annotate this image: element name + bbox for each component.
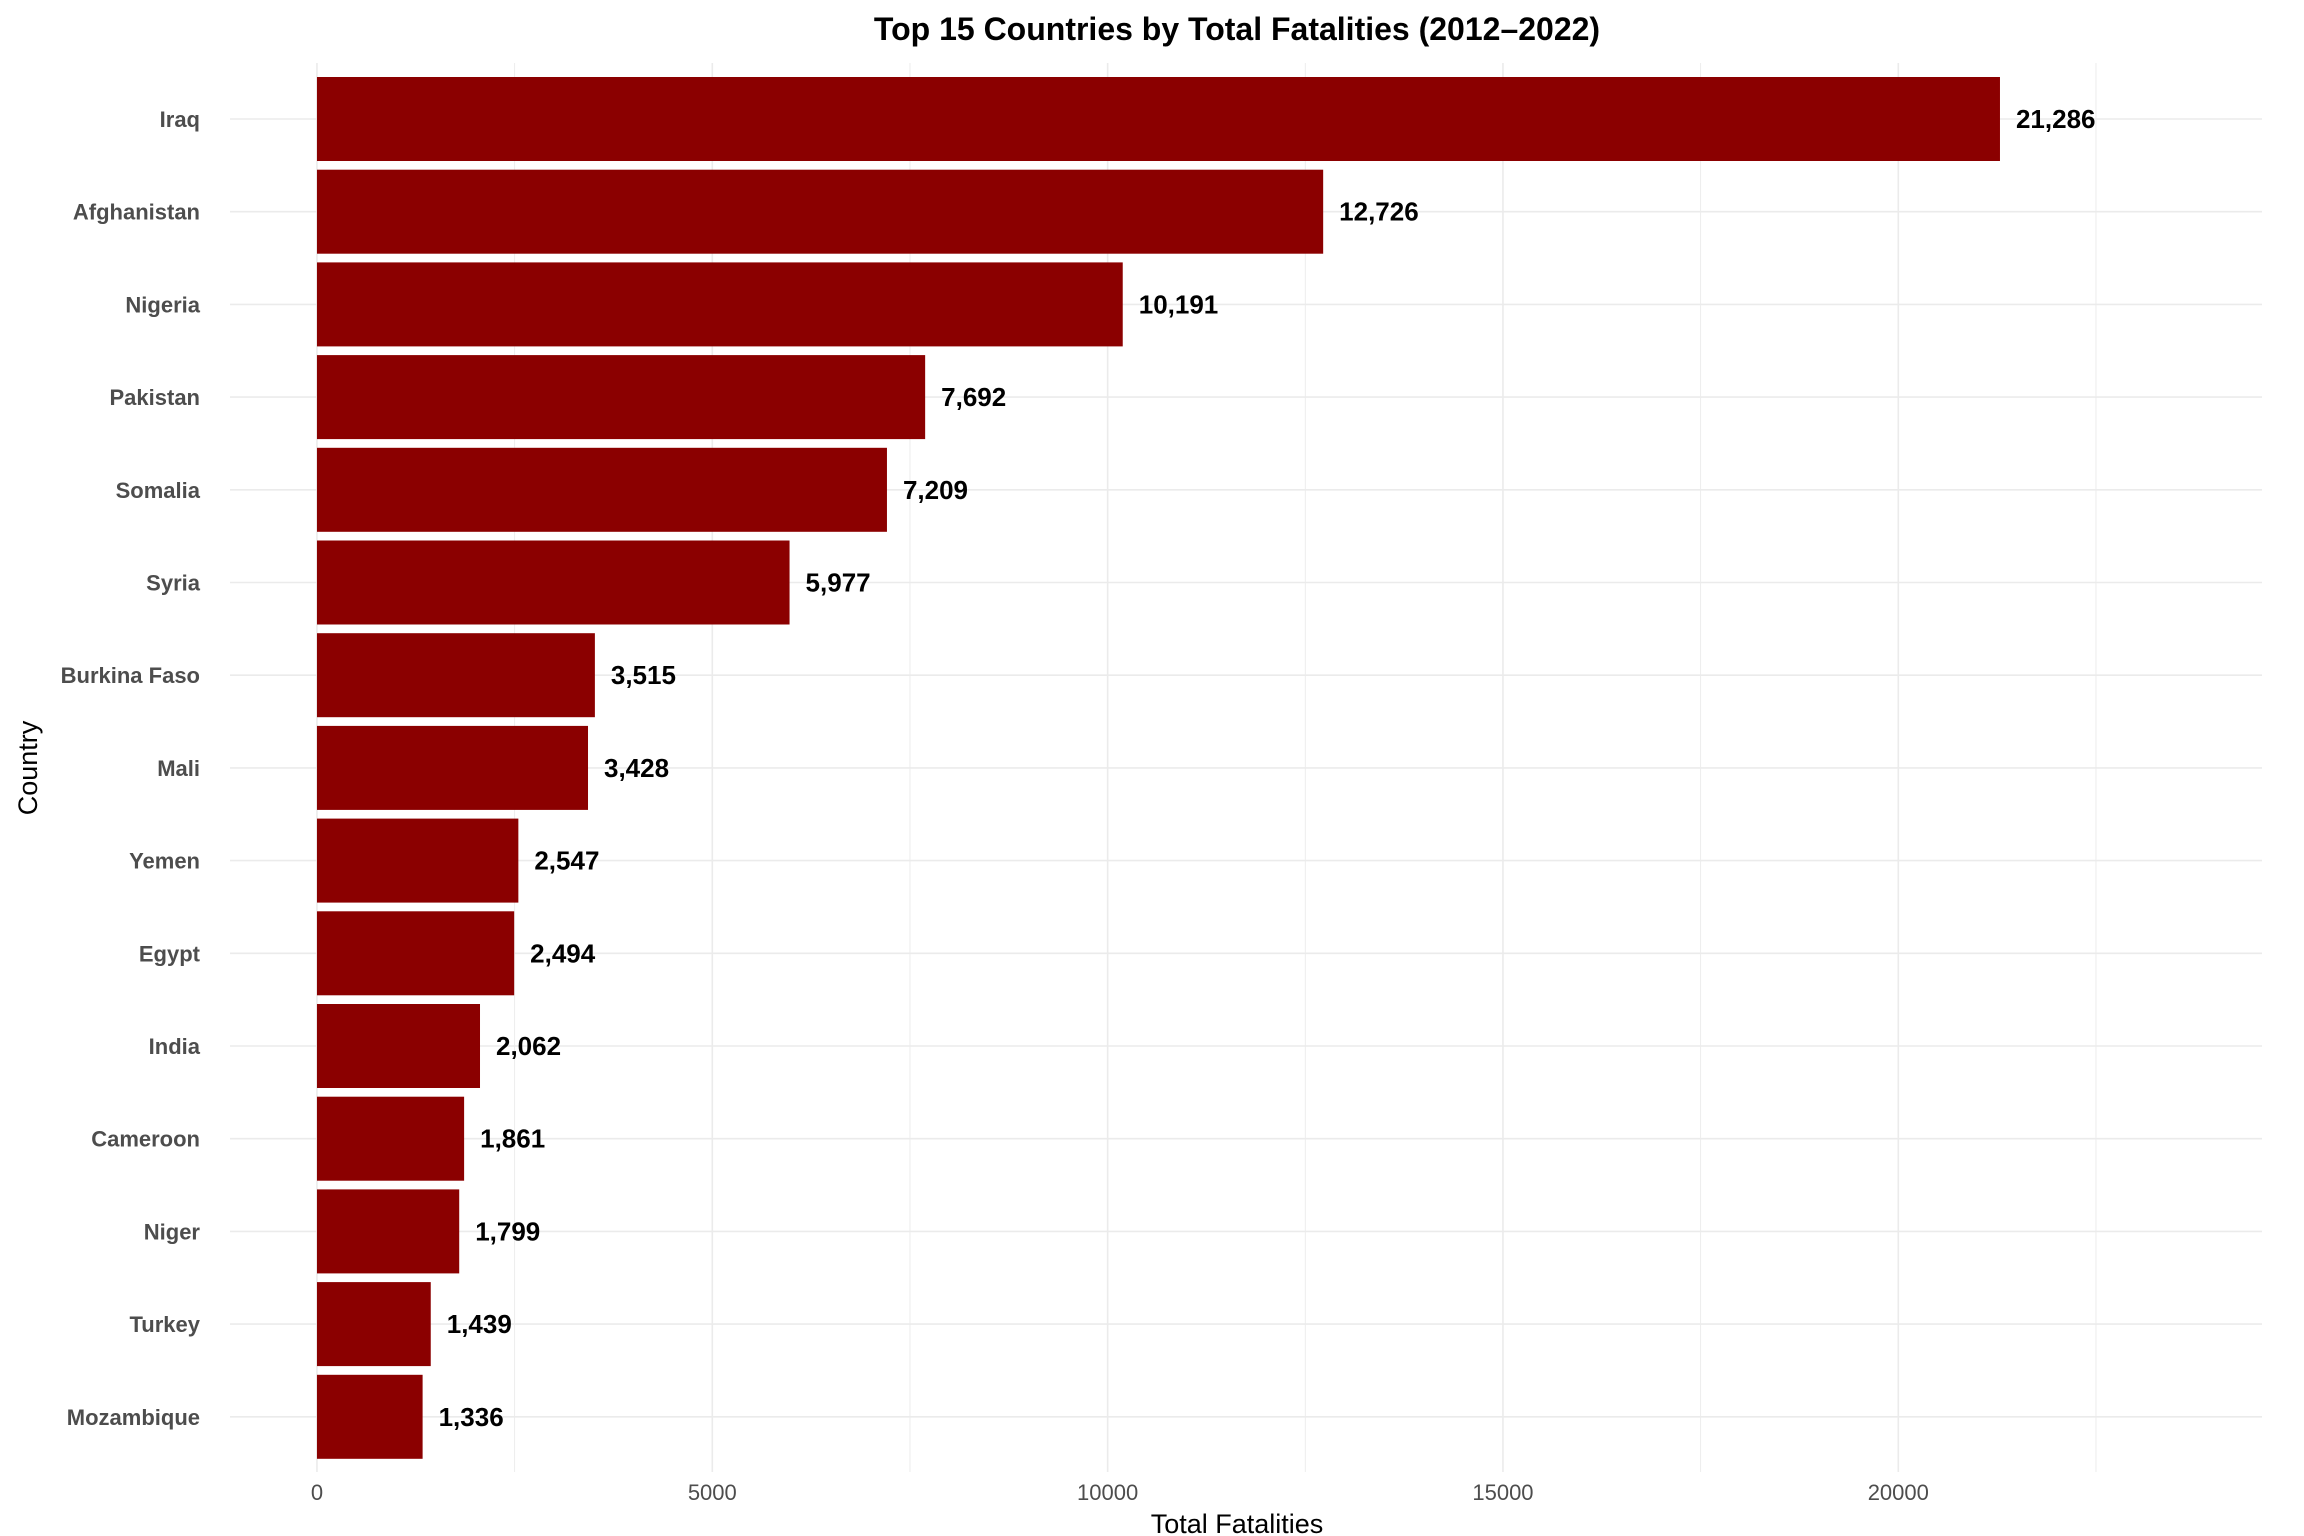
y-tick-label: Pakistan <box>110 385 201 410</box>
y-tick-label: Cameroon <box>91 1127 200 1152</box>
y-tick-label: Niger <box>144 1219 201 1244</box>
bar <box>316 1004 481 1088</box>
bar-value-label: 1,336 <box>439 1402 504 1432</box>
bar <box>316 447 887 532</box>
bars <box>316 77 2000 1459</box>
bar-value-label: 21,286 <box>2016 104 2096 134</box>
y-tick-label: Egypt <box>139 941 201 966</box>
y-tick-label: Iraq <box>160 107 200 132</box>
bar-value-label: 2,494 <box>530 938 596 968</box>
bar <box>316 725 589 810</box>
y-axis-tick-labels: Iraq Afghanistan Nigeria Pakistan Somalia Syr… <box>61 107 201 1430</box>
x-axis-title: Total Fatalities <box>1151 1509 1324 1536</box>
bar <box>316 633 595 718</box>
bar <box>316 1189 460 1274</box>
bar <box>316 355 926 440</box>
bar-value-label: 1,799 <box>475 1216 540 1246</box>
bar <box>316 77 2000 161</box>
bar <box>316 169 1324 254</box>
y-tick-label: Mali <box>157 756 200 781</box>
bar <box>316 540 790 625</box>
bar-value-label: 10,191 <box>1139 289 1219 319</box>
y-tick-label: Mozambique <box>67 1405 200 1430</box>
bar-value-label: 1,439 <box>447 1309 512 1339</box>
bar-value-label: 2,547 <box>534 846 599 876</box>
bar-value-label: 3,515 <box>611 660 676 690</box>
bar <box>316 1374 423 1459</box>
y-tick-label: Yemen <box>129 849 200 874</box>
bar <box>316 911 515 996</box>
y-tick-label: Nigeria <box>125 292 200 317</box>
bar-value-label: 7,209 <box>903 475 968 505</box>
x-tick-label: 15000 <box>1472 1480 1533 1505</box>
bar-value-label: 12,726 <box>1339 197 1419 227</box>
y-tick-label: India <box>149 1034 201 1059</box>
bar-value-label: 3,428 <box>604 753 669 783</box>
bar-value-label: 5,977 <box>806 568 871 598</box>
bar <box>316 1096 465 1181</box>
x-tick-label: 10000 <box>1077 1480 1138 1505</box>
y-tick-label: Turkey <box>129 1312 200 1337</box>
bar <box>316 262 1123 347</box>
bar-value-label: 2,062 <box>496 1031 561 1061</box>
bar <box>316 1282 431 1367</box>
y-tick-label: Somalia <box>116 478 201 503</box>
x-tick-label: 5000 <box>688 1480 737 1505</box>
y-tick-label: Burkina Faso <box>61 663 200 688</box>
y-tick-label: Syria <box>146 571 201 596</box>
x-tick-label: 0 <box>311 1480 323 1505</box>
x-tick-label: 20000 <box>1868 1480 1929 1505</box>
chart-title: Top 15 Countries by Total Fatalities (20… <box>874 11 1600 47</box>
bar-value-label: 7,692 <box>941 382 1006 412</box>
bar <box>316 818 519 903</box>
data-labels: 21,286 12,726 10,191 7,692 7,209 5,977 3,515 3,… <box>439 104 2096 1432</box>
y-axis-title: Country <box>13 720 43 815</box>
x-axis-tick-labels: 0 5000 10000 15000 20000 <box>311 1480 1929 1505</box>
y-tick-label: Afghanistan <box>73 200 200 225</box>
bar-value-label: 1,861 <box>480 1124 545 1154</box>
